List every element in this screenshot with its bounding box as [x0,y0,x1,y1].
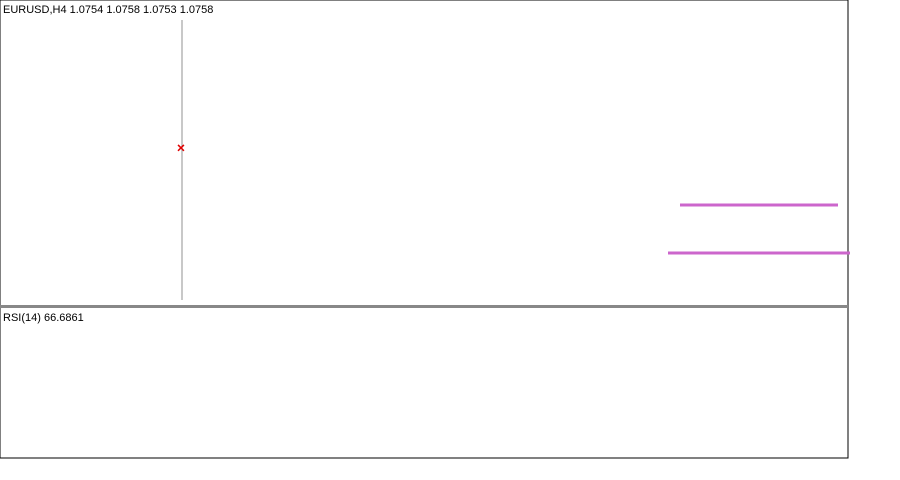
rsi-header: RSI(14) 66.6861 [3,312,84,324]
plot-frame [0,0,849,459]
symbol-header: EURUSD,H4 1.0754 1.0758 1.0753 1.0758 [3,4,213,16]
cross-marker: × [177,140,185,156]
